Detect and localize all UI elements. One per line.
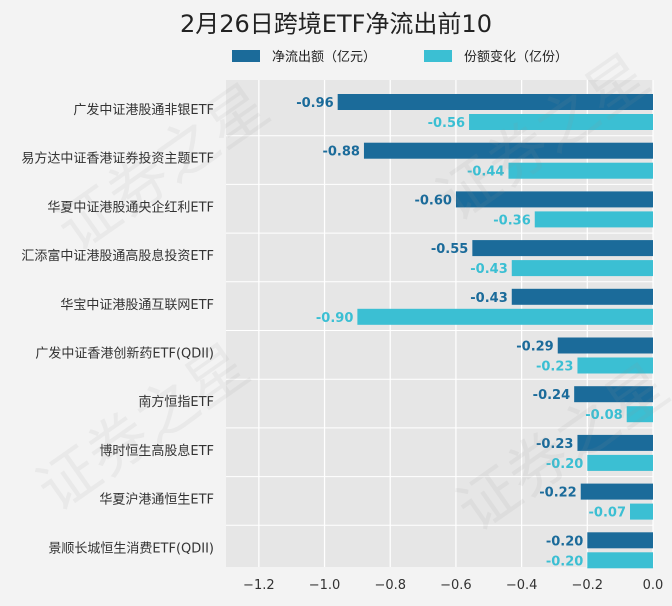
bar	[587, 532, 653, 549]
x-tick-label: −0.2	[572, 578, 604, 593]
bar	[557, 337, 653, 354]
chart-title: 2月26日跨境ETF净流出前10	[180, 10, 492, 38]
legend-swatch-net-outflow	[232, 49, 260, 62]
bar	[469, 114, 653, 130]
bar	[363, 142, 653, 159]
category-label: 易方达中证香港证券投资主题ETF	[21, 151, 214, 167]
category-label: 华宝中证港股通互联网ETF	[60, 298, 214, 313]
x-tick-label: −0.6	[440, 578, 472, 593]
x-tick-label: −0.8	[374, 578, 406, 593]
data-label: -0.55	[431, 242, 468, 257]
data-label: -0.20	[546, 554, 583, 569]
bar	[455, 191, 653, 208]
bar	[472, 240, 653, 257]
legend-label-share-change: 份额变化（亿份）	[464, 50, 569, 65]
category-label: 广发中证港股通非银ETF	[73, 102, 214, 118]
x-tick-label: −0.4	[506, 578, 538, 593]
x-tick-label: −1.0	[309, 578, 341, 593]
bar	[587, 454, 653, 471]
data-label: -0.20	[546, 534, 583, 549]
bar	[580, 483, 653, 500]
data-label: -0.56	[428, 116, 465, 131]
legend-label-net-outflow: 净流出额（亿元）	[272, 50, 377, 65]
bar	[577, 434, 653, 451]
chart-legend: 净流出额（亿元） 份额变化（亿份）	[232, 46, 568, 65]
data-label: -0.90	[316, 311, 353, 326]
data-label: -0.23	[536, 437, 573, 452]
category-label: 南方恒指ETF	[138, 394, 214, 410]
data-label: -0.44	[467, 165, 504, 180]
category-label: 汇添富中证港股通高股息投资ETF	[21, 248, 214, 264]
data-label: -0.23	[536, 360, 573, 375]
data-label: -0.22	[539, 486, 576, 501]
bar	[626, 406, 653, 423]
data-label: -0.60	[414, 193, 451, 208]
x-tick-label: 0.0	[643, 578, 664, 593]
category-label: 华夏沪港通恒生ETF	[99, 492, 214, 508]
data-label: -0.88	[322, 145, 359, 160]
data-label: -0.08	[585, 408, 622, 423]
data-label: -0.07	[589, 506, 626, 521]
data-label: -0.29	[516, 340, 553, 355]
legend-item-share-change: 份额变化（亿份）	[424, 46, 568, 65]
bar	[587, 552, 653, 569]
x-tick-label: −1.2	[243, 578, 275, 593]
legend-swatch-share-change	[424, 49, 453, 62]
bar	[534, 211, 653, 228]
bar	[630, 503, 653, 520]
data-label: -0.36	[493, 213, 530, 228]
bar	[511, 260, 653, 277]
category-label: 华夏中证港股通央企红利ETF	[47, 199, 214, 215]
bar	[337, 94, 653, 110]
data-label: -0.24	[533, 388, 570, 403]
data-label: -0.20	[546, 457, 583, 472]
bar	[511, 288, 653, 305]
bar	[357, 308, 653, 325]
category-label: 博时恒生高股息ETF	[99, 443, 214, 459]
category-label: 景顺长城恒生消费ETF(QDII)	[48, 541, 214, 556]
bar	[574, 386, 653, 403]
bar	[577, 357, 653, 374]
legend-item-net-outflow: 净流出额（亿元）	[232, 46, 376, 65]
data-label: -0.43	[470, 262, 507, 277]
category-label: 广发中证香港创新药ETF(QDII)	[35, 346, 214, 362]
data-label: -0.43	[470, 291, 507, 306]
bar	[508, 162, 653, 179]
data-label: -0.96	[296, 96, 333, 111]
